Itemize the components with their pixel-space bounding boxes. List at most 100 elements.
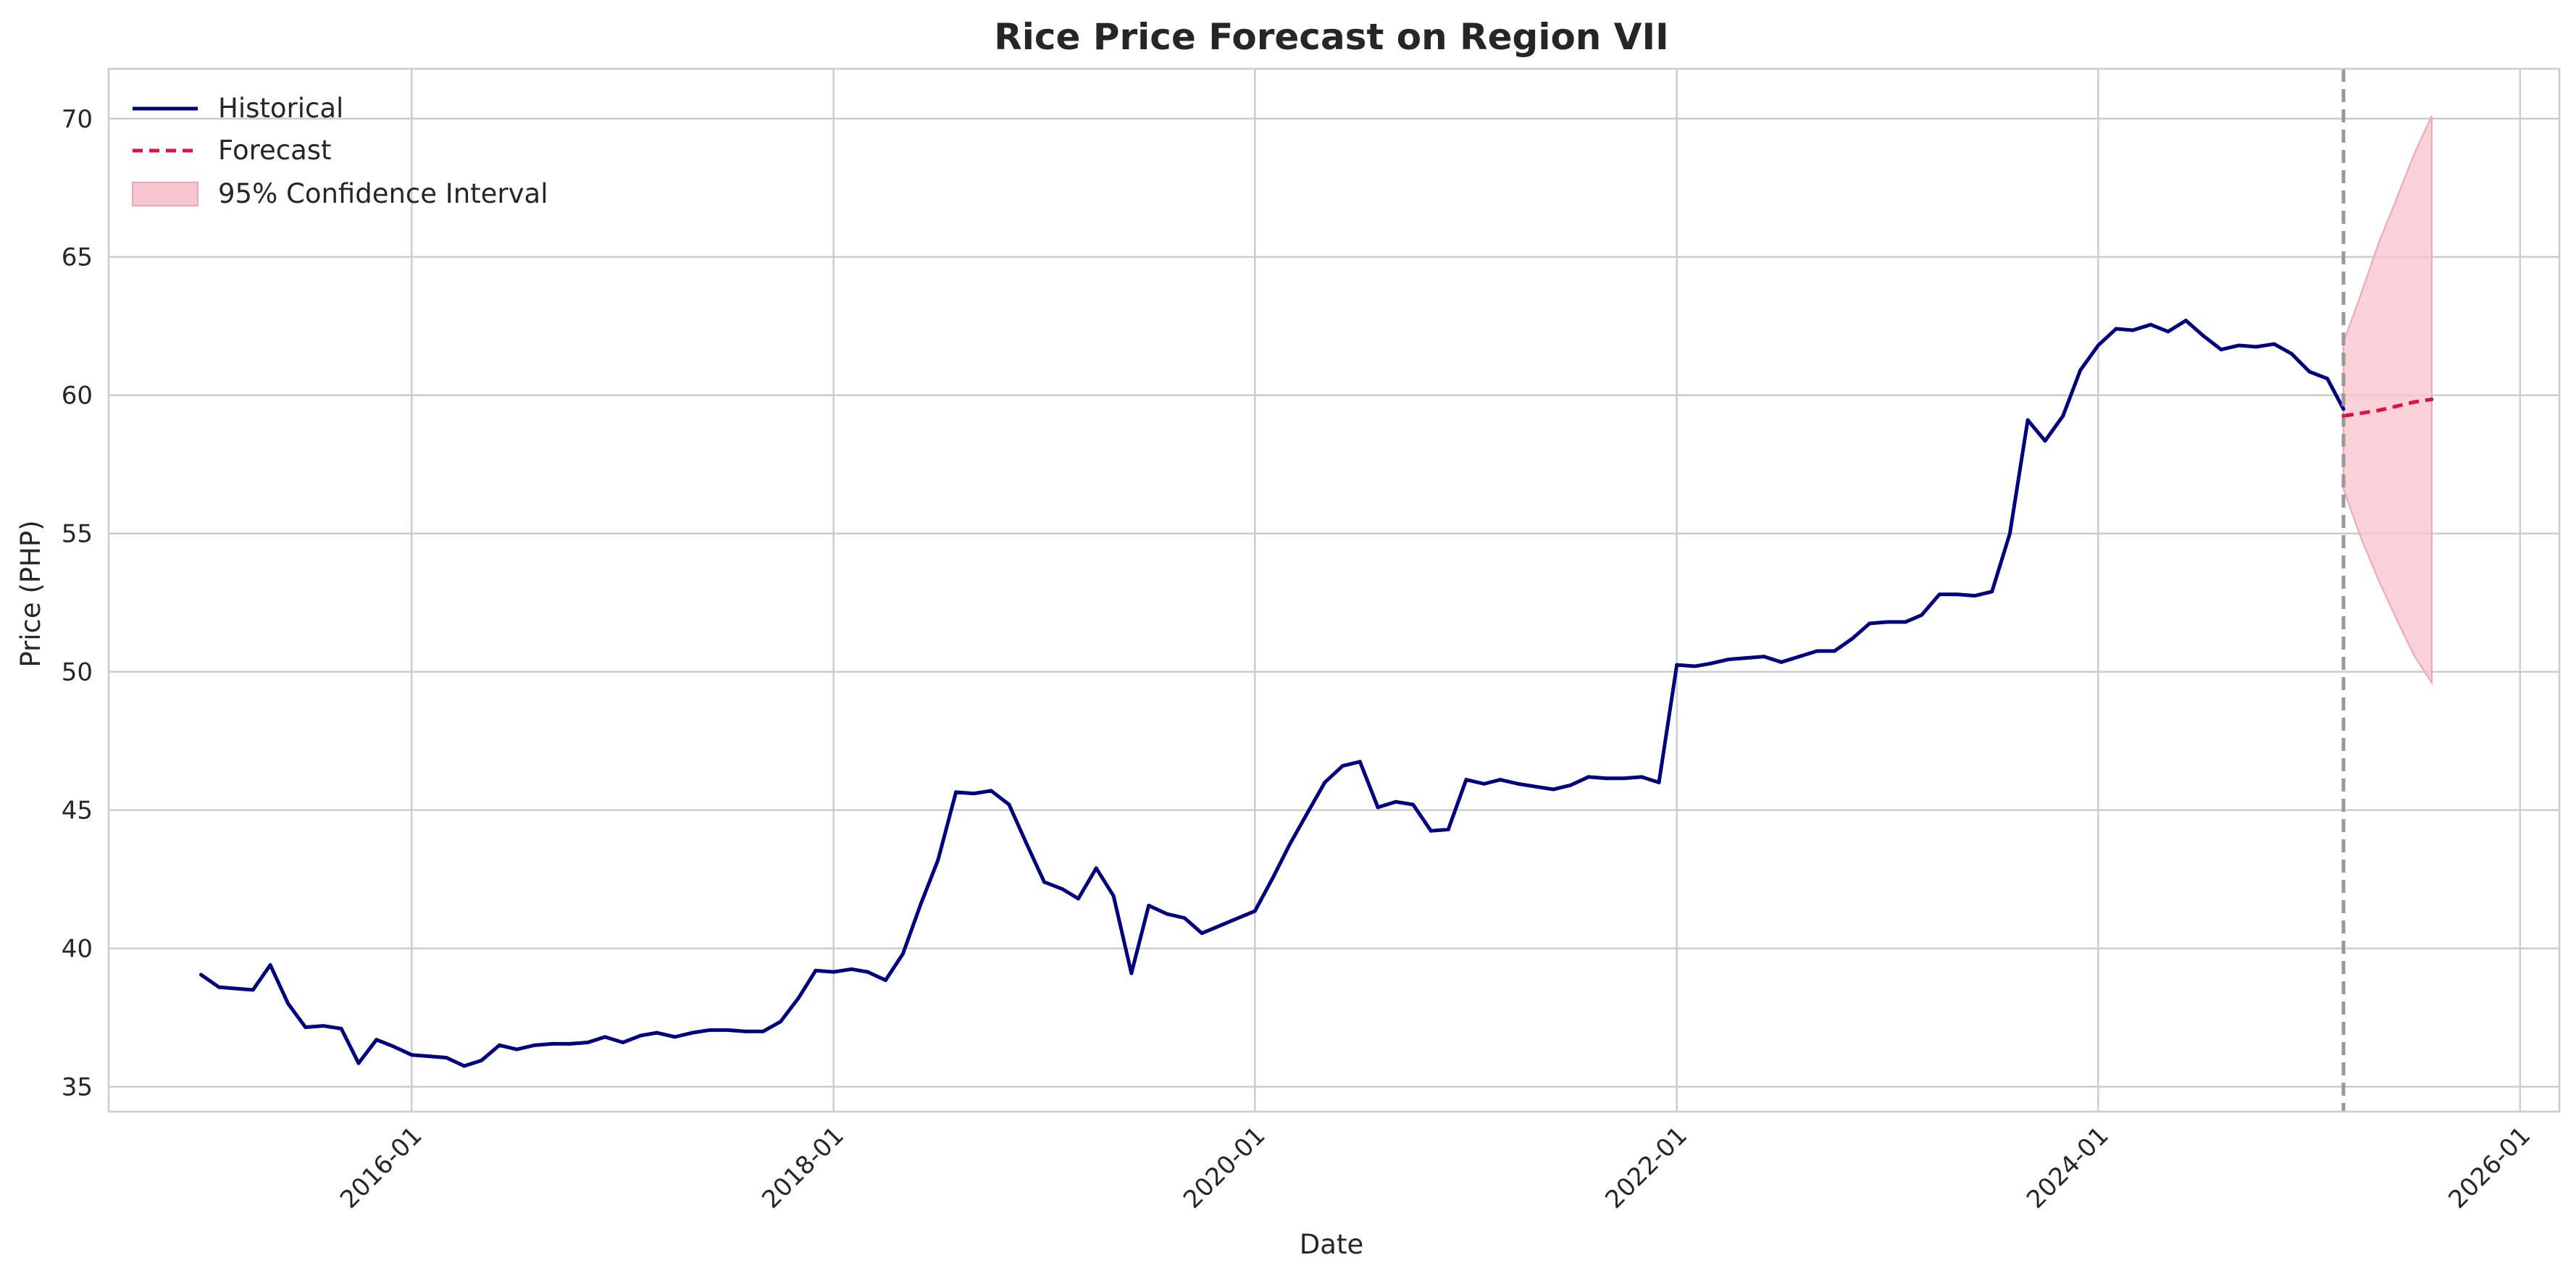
historical-point (1094, 866, 1098, 870)
historical-point (268, 963, 272, 968)
historical-point (304, 1025, 308, 1030)
y-tick-label: 60 (62, 382, 93, 411)
historical-point (1973, 594, 1977, 598)
historical-point (1271, 876, 1275, 880)
historical-point (2061, 414, 2065, 418)
historical-point (251, 988, 255, 992)
historical-point (392, 1044, 396, 1049)
forecast-point (2341, 414, 2346, 418)
historical-points (198, 319, 2346, 1068)
historical-point (2043, 439, 2047, 443)
historical-point (1076, 897, 1081, 901)
historical-point (708, 1028, 712, 1032)
legend-forecast-label: Forecast (218, 135, 332, 166)
historical-point (2096, 343, 2100, 348)
historical-point (1287, 842, 1292, 847)
historical-point (1042, 880, 1047, 884)
historical-point (198, 973, 203, 977)
historical-point (2307, 369, 2312, 374)
historical-point (1903, 620, 1907, 624)
historical-point (1340, 764, 1345, 768)
historical-point (321, 1024, 325, 1028)
historical-point (409, 1053, 414, 1057)
historical-point (1147, 903, 1151, 907)
historical-point (1323, 780, 1327, 784)
historical-point (832, 970, 836, 974)
historical-point (1060, 887, 1064, 891)
historical-point (2237, 343, 2241, 348)
historical-point (1429, 828, 1433, 833)
historical-point (497, 1043, 501, 1047)
historical-point (1376, 805, 1380, 810)
historical-point (761, 1029, 766, 1033)
y-tick-label: 45 (62, 797, 93, 826)
historical-point (1605, 776, 1609, 781)
historical-point (514, 1047, 519, 1052)
historical-point (639, 1033, 643, 1038)
historical-point (462, 1064, 467, 1068)
historical-point (743, 1029, 748, 1033)
historical-point (1200, 931, 1204, 936)
historical-point (883, 978, 887, 983)
forecast-line (2343, 397, 2433, 418)
historical-point (1358, 760, 1362, 764)
historical-point (2201, 334, 2205, 338)
historical-point (621, 1041, 625, 1045)
historical-point (2130, 328, 2135, 332)
historical-point (551, 1041, 555, 1046)
historical-point (1464, 778, 1468, 782)
historical-point (1024, 841, 1029, 845)
forecast-point (2377, 408, 2381, 413)
historical-point (919, 902, 923, 907)
historical-point (1779, 660, 1783, 664)
historical-point (2219, 348, 2223, 352)
historical-point (2114, 327, 2118, 331)
historical-point (1586, 775, 1591, 779)
historical-point (1129, 971, 1134, 975)
historical-point (1657, 780, 1661, 784)
legend: Historical Forecast 95% Confidence Inter… (132, 93, 548, 209)
historical-point (233, 986, 237, 991)
historical-point (989, 789, 993, 793)
historical-point (1726, 657, 1731, 661)
y-tick-label: 65 (62, 243, 93, 272)
historical-point (1815, 649, 1819, 653)
historical-point (725, 1028, 729, 1032)
historical-point (2166, 330, 2170, 334)
historical-point (1551, 787, 1555, 792)
y-tick-label: 70 (62, 105, 93, 134)
historical-point (1498, 778, 1502, 782)
historical-point (1621, 776, 1626, 781)
historical-point (356, 1061, 361, 1065)
y-axis-ticks: 35 40 45 50 55 60 65 70 (62, 105, 93, 1102)
historical-point (1394, 799, 1398, 804)
historical-point (2341, 407, 2346, 411)
historical-point (1762, 655, 1766, 659)
historical-point (2149, 322, 2153, 327)
historical-point (1937, 592, 1941, 597)
historical-point (1516, 781, 1521, 786)
historical-point (585, 1041, 590, 1045)
historical-point (655, 1031, 659, 1035)
y-tick-label: 40 (62, 935, 93, 964)
historical-point (427, 1054, 432, 1059)
historical-point (814, 968, 818, 973)
historical-point (1744, 656, 1748, 660)
historical-point (1692, 664, 1697, 668)
historical-point (444, 1056, 448, 1060)
historical-point (2184, 319, 2188, 323)
historical-point (1164, 912, 1168, 916)
historical-point (2289, 351, 2293, 356)
historical-point (2254, 345, 2259, 349)
legend-historical-label: Historical (218, 93, 343, 124)
historical-point (849, 967, 853, 971)
confidence-interval-band (2343, 115, 2433, 686)
historical-point (339, 1026, 343, 1031)
plot-area (109, 69, 2559, 1112)
plot-border (107, 67, 2561, 1113)
historical-point (778, 1020, 782, 1024)
historical-point (673, 1035, 677, 1039)
forecast-points (2341, 397, 2434, 418)
historical-point (1111, 894, 1116, 898)
